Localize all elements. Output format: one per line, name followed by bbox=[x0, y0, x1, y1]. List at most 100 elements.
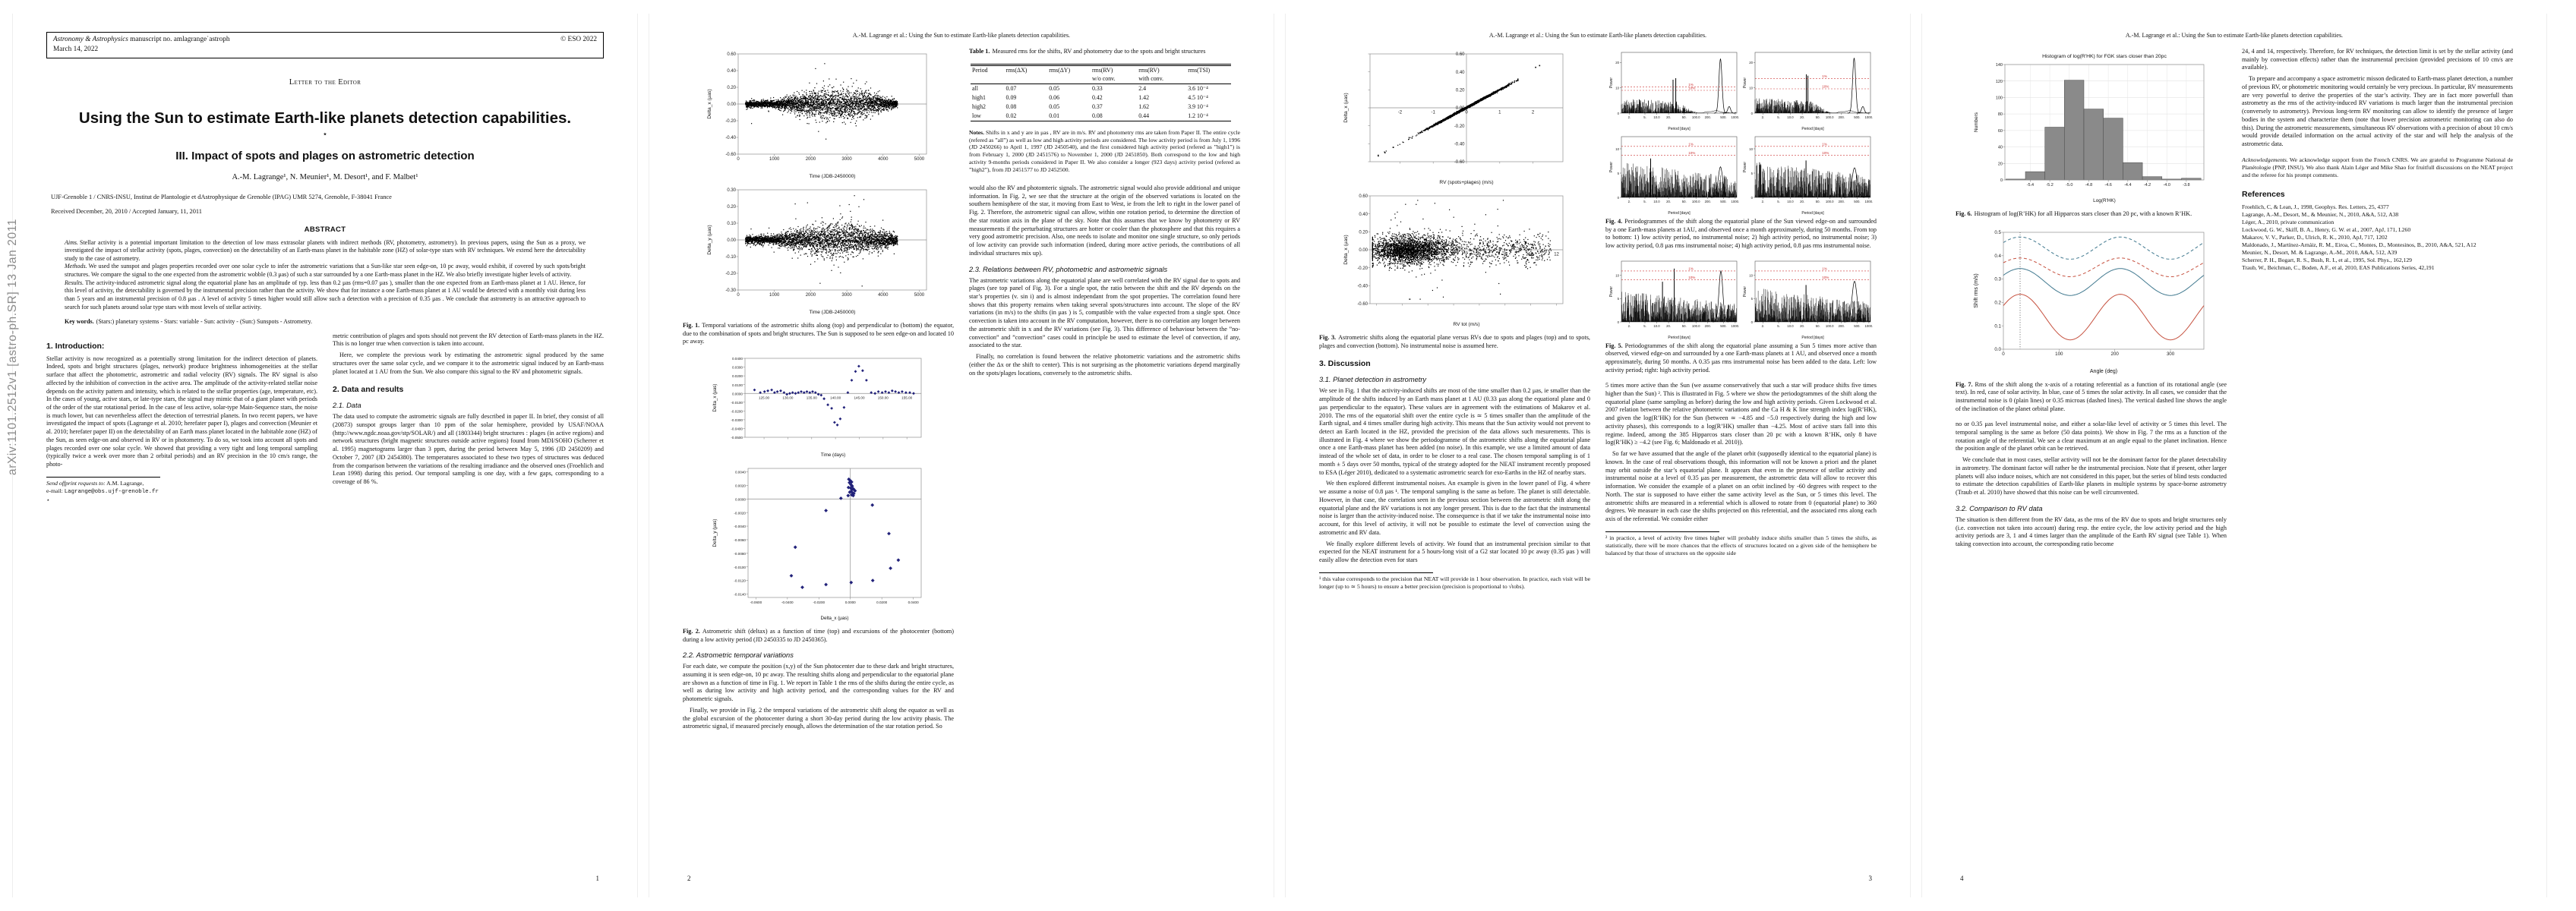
section-3-1-paragraph-2: We then explored different instrumental … bbox=[1319, 480, 1590, 536]
footnote-rule bbox=[1319, 572, 1433, 573]
table-1: Period rms(ΔX) rms(ΔY) rms(RV) rms(RV) rms(TS… bbox=[971, 63, 1231, 121]
svg-text:Delta_x (μas): Delta_x (μas) bbox=[707, 89, 712, 118]
svg-text:Delta_y (μas): Delta_y (μas) bbox=[707, 225, 712, 254]
page4-left-column: -5.4 -5.2 -5.0 -4.8 -4.6 -4.4 -4.2 -4.0 -3.8 0 20 4… bbox=[1956, 48, 2227, 552]
figure-5-chart-grid: 1% 10% 2. 5. 10.0 20. 50. 100.0 200. 500. 1000. 0 5 1… bbox=[1605, 258, 1877, 340]
figure-1-caption: Fig. 1. Temporal variations of the astrom… bbox=[683, 322, 954, 346]
reference-item: Maldonado, J., Martínez-Arnáiz, R. M., E… bbox=[2242, 241, 2477, 248]
page2-right-column: Table 1. Measured rms for the shifts, RV … bbox=[969, 48, 1240, 734]
figure-2-label: Fig. 2. bbox=[683, 627, 700, 635]
table-row: high1 0.09 0.06 0.42 1.42 4.5 10⁻⁴ bbox=[971, 93, 1231, 102]
table-cell: 0.08 bbox=[1005, 103, 1017, 111]
table-cell: 0.05 bbox=[1049, 85, 1060, 93]
figure-4-caption: Fig. 4. Periodogrammes of the shift along… bbox=[1605, 218, 1877, 251]
figure-6-caption-text: Histogram of log(R’HK) for all Hipparcos… bbox=[1974, 210, 2192, 217]
table-cell: high2 bbox=[972, 103, 986, 111]
figure-1-label: Fig. 1. bbox=[683, 322, 700, 329]
copyright: © ESO 2022 bbox=[560, 36, 597, 43]
aims-text: Stellar activity is a potential importan… bbox=[65, 238, 586, 262]
figure-7-line-chart: 0 100 200 300 0.0 0.1 0.2 0.3 0.4 0.5 Angle (deg) S… bbox=[1956, 226, 2227, 379]
reference-item: Traub, W., Beichman, C., Boden, A.F., et… bbox=[2242, 263, 2435, 271]
page4-right-column: 24, 4 and 14, respectively. Therefore, f… bbox=[2242, 48, 2513, 552]
acknowledgements-text: We acknowledge support from the French C… bbox=[2242, 156, 2513, 178]
figure-7-caption-text: Rms of the shift along the x-axis of a r… bbox=[1956, 380, 2227, 412]
svg-text:-0.60: -0.60 bbox=[725, 153, 736, 157]
svg-text:0.60: 0.60 bbox=[727, 52, 736, 57]
table-cell: 1.2 10⁻⁴ bbox=[1188, 112, 1208, 120]
page1-columns: 1. Introduction: Stellar activity is now… bbox=[46, 333, 604, 507]
figure-6-caption: Fig. 6. Histogram of log(R’HK) for all Hi… bbox=[1956, 210, 2227, 219]
page2-columns: 0 1000 2000 3000 4000 5000 -0.60 -0.40 -0.20 0.00… bbox=[683, 48, 1240, 734]
section-3-2-paragraph-1: The situation is then different from the… bbox=[1956, 515, 2227, 548]
offprint-label: Send offprint requests to: bbox=[46, 479, 106, 487]
journal-header-box: Astronomy & Astrophysics manuscript no. … bbox=[46, 32, 604, 58]
acknowledgements: Acknowledgements. We acknowledge support … bbox=[2242, 156, 2513, 179]
table-cell: 0.33 bbox=[1091, 85, 1103, 93]
svg-text:0.40: 0.40 bbox=[727, 69, 736, 74]
running-head: A.-M. Lagrange et al.: Using the Sun to … bbox=[852, 32, 1071, 39]
table-cell: 0.01 bbox=[1049, 112, 1060, 120]
page4-columns: -5.4 -5.2 -5.0 -4.8 -4.6 -4.4 -4.2 -4.0 -3.8 0 20 4… bbox=[1956, 48, 2513, 552]
figure-5-caption: Fig. 5. Periodogrammes of the shift along… bbox=[1605, 342, 1877, 375]
paper-title: Using the Sun to estimate Earth-like pla… bbox=[78, 109, 572, 127]
section-3-2-heading: 3.2. Comparison to RV data bbox=[1956, 504, 2043, 512]
abstract-aims: Aims. Stellar activity is a potential imp… bbox=[65, 239, 586, 263]
table-header-cell: rms(ΔY) bbox=[1049, 66, 1071, 74]
svg-text:4000: 4000 bbox=[878, 157, 889, 162]
page-number-3: 3 bbox=[1868, 875, 1873, 882]
svg-text:0.20: 0.20 bbox=[727, 86, 736, 90]
results-text: The activity-induced astrometric signal … bbox=[65, 279, 586, 310]
section-3-1-paragraph-1: We see in Fig. 1 that the activity-induc… bbox=[1319, 387, 1590, 476]
footnote-rule bbox=[1605, 531, 1719, 532]
table-cell: 0.37 bbox=[1091, 103, 1103, 111]
page3-right-column: 1% 10% 2. 5. 10.0 20. 50. 100.0 200. 500. 1000. 0 10… bbox=[1605, 48, 1877, 594]
svg-text:-0.20: -0.20 bbox=[725, 272, 736, 276]
table-subheader-cell bbox=[1047, 74, 1091, 84]
figure-4-label: Fig. 4. bbox=[1605, 218, 1623, 225]
figure-4-chart-grid: 1% 10% 2. 5. 10.0 20. 50. 100.0 200. 500. 1000. 0 10… bbox=[1605, 49, 1877, 216]
table-subheader-cell: w/o conv. bbox=[1090, 74, 1138, 84]
arxiv-watermark: arXiv:1101.2512v1 [astro-ph.SR] 13 Jan 2… bbox=[6, 219, 19, 476]
svg-text:-0.20: -0.20 bbox=[725, 119, 736, 124]
figure-2-top-chart: 125.00 130.00 135.00 140.00 145.00 150.00 155.… bbox=[683, 354, 954, 462]
svg-text:-0.10: -0.10 bbox=[725, 255, 736, 260]
svg-text:0.30: 0.30 bbox=[727, 188, 736, 193]
figure-7-label: Fig. 7. bbox=[1956, 380, 1973, 388]
table-subheader-cell: with conv. bbox=[1137, 74, 1187, 84]
svg-text:1000: 1000 bbox=[769, 293, 780, 298]
figure-3-top-chart: -2 -1 0 1 2 -0.60 -0.40 -0.20 0.00 0.20 0.40 0.60 RV… bbox=[1319, 49, 1590, 190]
section-3-1-paragraph-3: We finally explore different levels of a… bbox=[1319, 540, 1590, 563]
figure-2-caption: Fig. 2. Astrometric shift (deltax) as a f… bbox=[683, 628, 954, 644]
page4-right-paragraph-2: To prepare and accompany a space astrome… bbox=[2242, 75, 2513, 148]
table-header-cell: rms(RV) bbox=[1091, 66, 1113, 74]
table-1-notes: Notes. Shifts in x and y are in μas , RV … bbox=[969, 129, 1240, 174]
footnote-2: ² in practice, a level of activity five … bbox=[1605, 534, 1877, 556]
figure-2-caption-text: Astrometric shift (deltax) as a function… bbox=[683, 627, 955, 643]
table-header-cell: Period bbox=[972, 66, 988, 74]
table-cell: 0.09 bbox=[1005, 94, 1017, 102]
table-cell: high1 bbox=[972, 94, 986, 102]
table-cell: 0.44 bbox=[1138, 112, 1150, 120]
footnote-rule bbox=[46, 476, 160, 478]
intro-paragraph-2: metric contribution of plages and spots … bbox=[333, 332, 604, 348]
section-2-2-heading: 2.2. Astrometric temporal variations bbox=[683, 651, 794, 660]
figure-1-bottom-chart: 0 1000 2000 3000 4000 5000 -0.30 -0.20 -0.10 0.00… bbox=[683, 185, 954, 320]
svg-text:0: 0 bbox=[737, 157, 740, 162]
section-2-2-paragraph-2: Finally, we provide in Fig. 2 the tempor… bbox=[683, 706, 954, 730]
figure-6-label: Fig. 6. bbox=[1956, 210, 1972, 217]
section-2-1-paragraph: The data used to compute the astrometric… bbox=[333, 413, 604, 486]
page2-right-paragraph-1: would also the RV and photomteric signal… bbox=[969, 184, 1240, 257]
notes-label: Notes. bbox=[969, 128, 985, 136]
email-address: Lagrange@obs.ujf-grenoble.fr bbox=[64, 488, 159, 495]
page-4: A.-M. Lagrange et al.: Using the Sun to … bbox=[1921, 14, 2547, 897]
svg-text:3000: 3000 bbox=[841, 157, 852, 162]
results-label: Results. bbox=[65, 279, 84, 286]
reference-item: Léger, A., 2010, private communication bbox=[2242, 218, 2334, 225]
acknowledgements-label: Acknowledgements. bbox=[2242, 156, 2288, 163]
methods-label: Methods. bbox=[65, 263, 87, 270]
abstract-results: Results. The activity-induced astrometric… bbox=[65, 279, 586, 312]
svg-text:0.00: 0.00 bbox=[727, 238, 736, 243]
keywords-label: Key words. bbox=[65, 318, 94, 326]
page3-columns: -2 -1 0 1 2 -0.60 -0.40 -0.20 0.00 0.20 0.40 0.60 RV… bbox=[1319, 48, 1877, 594]
page-3: A.-M. Lagrange et al.: Using the Sun to … bbox=[1285, 14, 1911, 897]
